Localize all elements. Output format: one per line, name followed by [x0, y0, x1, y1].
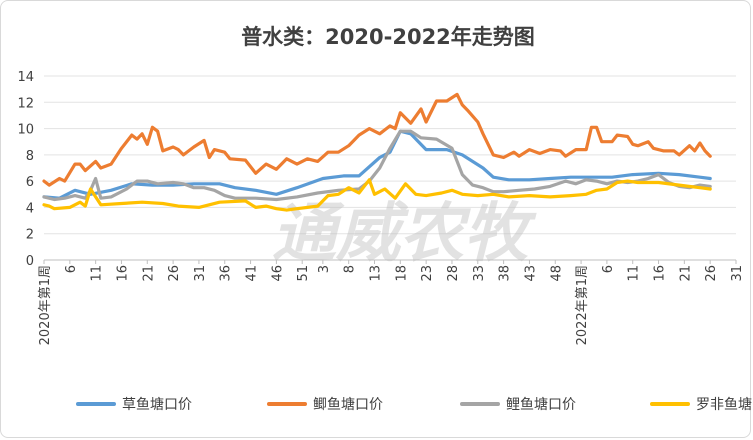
- x-tick-label: 26: [704, 265, 719, 282]
- series-line-1: [42, 92, 712, 187]
- x-tick-label: 3: [317, 265, 332, 273]
- y-tick-label: 4: [26, 201, 34, 216]
- x-axis: 2020年第1周 6 11 16 21 26 31 36 41 46 51 3 8 13 18 23 28 33 3…: [38, 260, 745, 345]
- x-tick-label: 46: [270, 265, 285, 282]
- x-tick-label: 36: [219, 265, 234, 282]
- x-tick-label: 6: [64, 265, 79, 273]
- y-tick-label: 8: [26, 149, 34, 164]
- y-tick-label: 2: [26, 228, 34, 243]
- x-tick-label: 38: [498, 265, 513, 282]
- y-tick-label: 10: [17, 123, 34, 138]
- x-tick-label: 21: [141, 265, 156, 282]
- legend-label: 罗非鱼塘口价: [696, 396, 753, 413]
- x-tick-label: 11: [627, 265, 642, 282]
- x-tick-label: 2022年第1周: [575, 265, 590, 345]
- x-tick-label: 13: [369, 265, 384, 282]
- y-tick-label: 6: [26, 175, 34, 190]
- x-tick-label: 18: [394, 265, 409, 282]
- x-tick-label: 2020年第1周: [38, 265, 53, 345]
- x-tick-label: 16: [115, 265, 130, 282]
- x-tick-label: 16: [653, 265, 668, 282]
- legend: 草鱼塘口价 鲫鱼塘口价 鲤鱼塘口价 罗非鱼塘口价: [76, 396, 753, 413]
- x-tick-label: 31: [730, 265, 745, 282]
- y-tick-label: 0: [26, 254, 34, 269]
- series-layer: [42, 92, 712, 212]
- series-line-3: [42, 178, 712, 212]
- x-tick-label: 28: [446, 265, 461, 282]
- series-line-2: [42, 129, 712, 202]
- legend-label: 鲫鱼塘口价: [313, 396, 383, 413]
- x-tick-label: 21: [678, 265, 693, 282]
- x-tick-label: 11: [90, 265, 105, 282]
- x-tick-label: 33: [472, 265, 487, 282]
- x-tick-label: 41: [245, 265, 260, 282]
- legend-label: 鲤鱼塘口价: [506, 396, 576, 413]
- y-tick-label: 14: [17, 70, 34, 85]
- x-tick-label: 31: [193, 265, 208, 282]
- x-tick-label: 8: [343, 265, 358, 273]
- watermark: 通威农牧: [272, 197, 537, 271]
- y-tick-label: 12: [17, 96, 34, 111]
- chart-title: 普水类：2020-2022年走势图: [241, 25, 535, 49]
- x-tick-label: 6: [601, 265, 616, 273]
- x-tick-label: 48: [549, 265, 564, 282]
- legend-label: 草鱼塘口价: [122, 396, 192, 413]
- grid-lines: [44, 75, 736, 261]
- x-tick-label: 43: [523, 265, 538, 282]
- x-tick-label: 23: [420, 265, 435, 282]
- x-tick-label: 51: [296, 265, 311, 282]
- y-axis: 0 2 4 6 8 10 12 14: [17, 70, 34, 269]
- series-line-0: [42, 129, 712, 200]
- x-tick-label: 26: [167, 265, 182, 282]
